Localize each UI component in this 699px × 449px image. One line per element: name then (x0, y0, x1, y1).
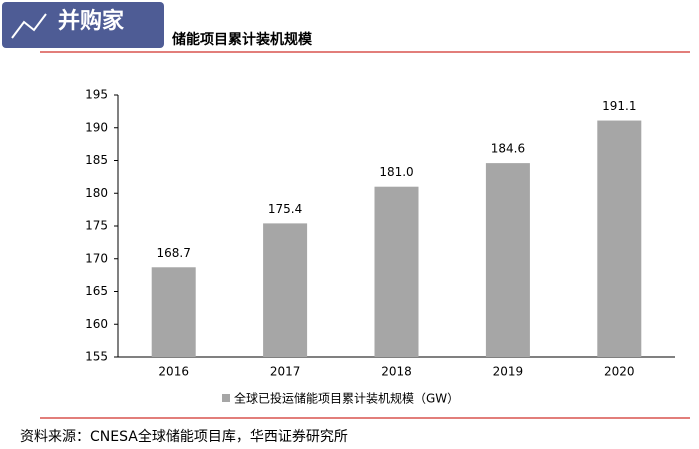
bar (151, 267, 196, 357)
y-tick-label: 185 (85, 153, 108, 167)
value-label: 168.7 (157, 246, 191, 260)
x-tick-label: 2016 (158, 365, 189, 379)
source-note: 资料来源：CNESA全球储能项目库，华西证券研究所 (20, 428, 348, 445)
y-tick-label: 160 (85, 317, 108, 331)
x-tick-label: 2018 (381, 365, 412, 379)
bar (263, 223, 308, 357)
logo-badge (2, 2, 164, 48)
bar (597, 120, 642, 357)
y-tick-label: 195 (85, 88, 108, 102)
x-tick-label: 2019 (493, 365, 524, 379)
y-tick-label: 170 (85, 251, 108, 265)
x-tick-label: 2017 (270, 365, 301, 379)
y-tick-label: 155 (85, 350, 108, 364)
legend-swatch (222, 394, 230, 402)
y-tick-label: 165 (85, 284, 108, 298)
y-tick-label: 190 (85, 120, 108, 134)
bar (374, 186, 419, 357)
chart-title: 储能项目累计装机规模 (171, 31, 313, 48)
y-tick-label: 180 (85, 186, 108, 200)
value-label: 181.0 (379, 165, 413, 179)
x-tick-label: 2020 (604, 365, 635, 379)
value-label: 184.6 (491, 142, 525, 156)
value-label: 175.4 (268, 202, 302, 216)
logo-icon (11, 13, 47, 39)
y-tick-label: 175 (85, 219, 108, 233)
value-label: 191.1 (602, 99, 636, 113)
legend-label: 全球已投运储能项目累计装机规模（GW） (234, 391, 459, 406)
logo-text: 并购家 (58, 8, 125, 34)
bar (485, 163, 530, 357)
